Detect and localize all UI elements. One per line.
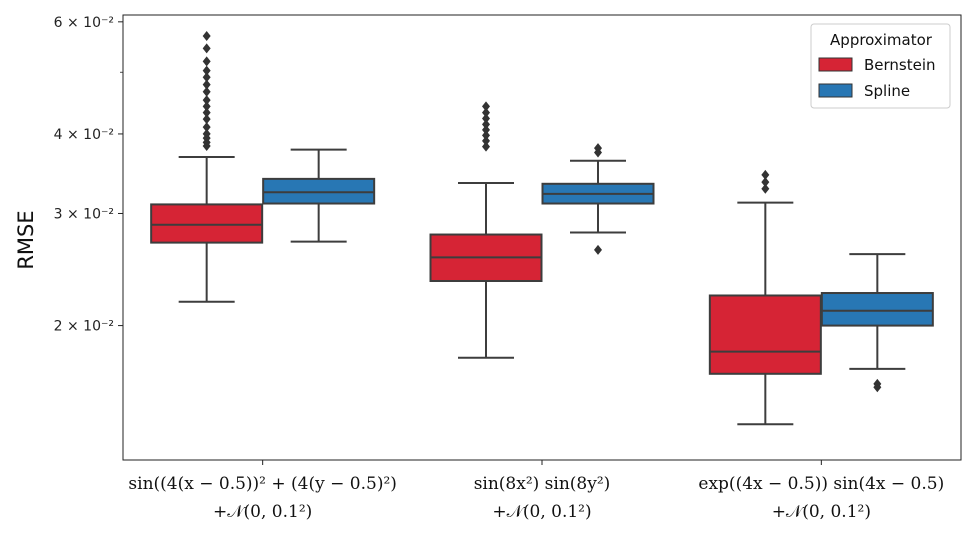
x-tick-label-line1-2: exp((4x − 0.5)) sin(4x − 0.5) (698, 474, 944, 494)
box-spline-1 (262, 148, 376, 243)
y-axis-title: RMSE (14, 210, 38, 269)
outlier-spline-3-1 (873, 378, 882, 389)
x-tick-label-line2-0: +𝒩(0, 0.1²) (213, 502, 312, 522)
outlier-bernstein-3-1 (761, 177, 770, 188)
outlier-bernstein-1-5 (202, 114, 211, 125)
outlier-bernstein-2-2 (482, 130, 490, 141)
outlier-bernstein-1-12 (202, 65, 211, 76)
outlier-spline-2-0 (594, 244, 602, 255)
legend-title: Approximator (830, 31, 933, 49)
outlier-bernstein-2-3 (482, 124, 490, 135)
legend-swatch-spline (818, 83, 853, 98)
y-tick-label-1: 3 × 10⁻² (54, 206, 114, 222)
outlier-bernstein-1-10 (202, 79, 211, 90)
outlier-bernstein-1-11 (202, 72, 211, 83)
y-axis: 2 × 10⁻² 3 × 10⁻² 4 × 10⁻² 6 × 10⁻² (54, 15, 123, 335)
outlier-bernstein-1-8 (202, 95, 211, 106)
x-tick-label-line2-1: +𝒩(0, 0.1²) (492, 502, 591, 522)
box-spline-2 (541, 143, 655, 255)
outlier-bernstein-3-0 (761, 183, 770, 194)
outlier-bernstein-1-3 (202, 128, 211, 139)
x-tick-label-line1-1: sin(8x²) sin(8y²) (474, 474, 611, 494)
legend-label-bernstein: Bernstein (864, 56, 936, 74)
outlier-bernstein-1-6 (202, 107, 211, 118)
y-tick-label-0: 2 × 10⁻² (54, 319, 114, 335)
box-bernstein-1 (150, 31, 264, 303)
y-tick-label-2: 4 × 10⁻² (54, 127, 114, 143)
outlier-bernstein-2-7 (482, 101, 490, 112)
outlier-bernstein-2-5 (482, 113, 490, 124)
x-tick-label-line1-0: sin((4(x − 0.5))² + (4(y − 0.5)²) (128, 474, 396, 494)
outlier-bernstein-2-0 (482, 141, 490, 152)
outlier-spline-2-2 (594, 143, 602, 154)
outlier-bernstein-2-6 (482, 107, 490, 118)
box-bernstein-2 (429, 101, 543, 359)
outlier-bernstein-3-2 (761, 169, 770, 180)
x-tick-label-line2-2: +𝒩(0, 0.1²) (772, 502, 871, 522)
legend: Approximator Bernstein Spline (810, 23, 951, 109)
box-spline-3 (820, 253, 934, 393)
boxes-layer (150, 31, 934, 426)
outlier-bernstein-1-4 (202, 122, 211, 133)
outlier-bernstein-1-7 (202, 101, 211, 112)
outlier-bernstein-1-14 (202, 43, 211, 54)
legend-swatch-bernstein (818, 57, 853, 72)
outlier-bernstein-1-9 (202, 86, 211, 97)
x-axis: sin((4(x − 0.5))² + (4(y − 0.5)²) +𝒩(0, 0… (128, 460, 944, 522)
iqr-box-spline-3 (820, 292, 934, 327)
box-bernstein-3 (708, 169, 822, 426)
outlier-bernstein-2-4 (482, 119, 490, 130)
legend-label-spline: Spline (864, 82, 910, 100)
y-tick-label-3: 6 × 10⁻² (54, 15, 114, 31)
outlier-bernstein-2-1 (482, 135, 490, 146)
iqr-box-bernstein-3 (708, 294, 822, 375)
iqr-box-spline-1 (262, 177, 376, 205)
iqr-box-bernstein-1 (150, 203, 264, 244)
outlier-bernstein-1-13 (202, 56, 211, 67)
outlier-bernstein-1-15 (202, 31, 211, 42)
